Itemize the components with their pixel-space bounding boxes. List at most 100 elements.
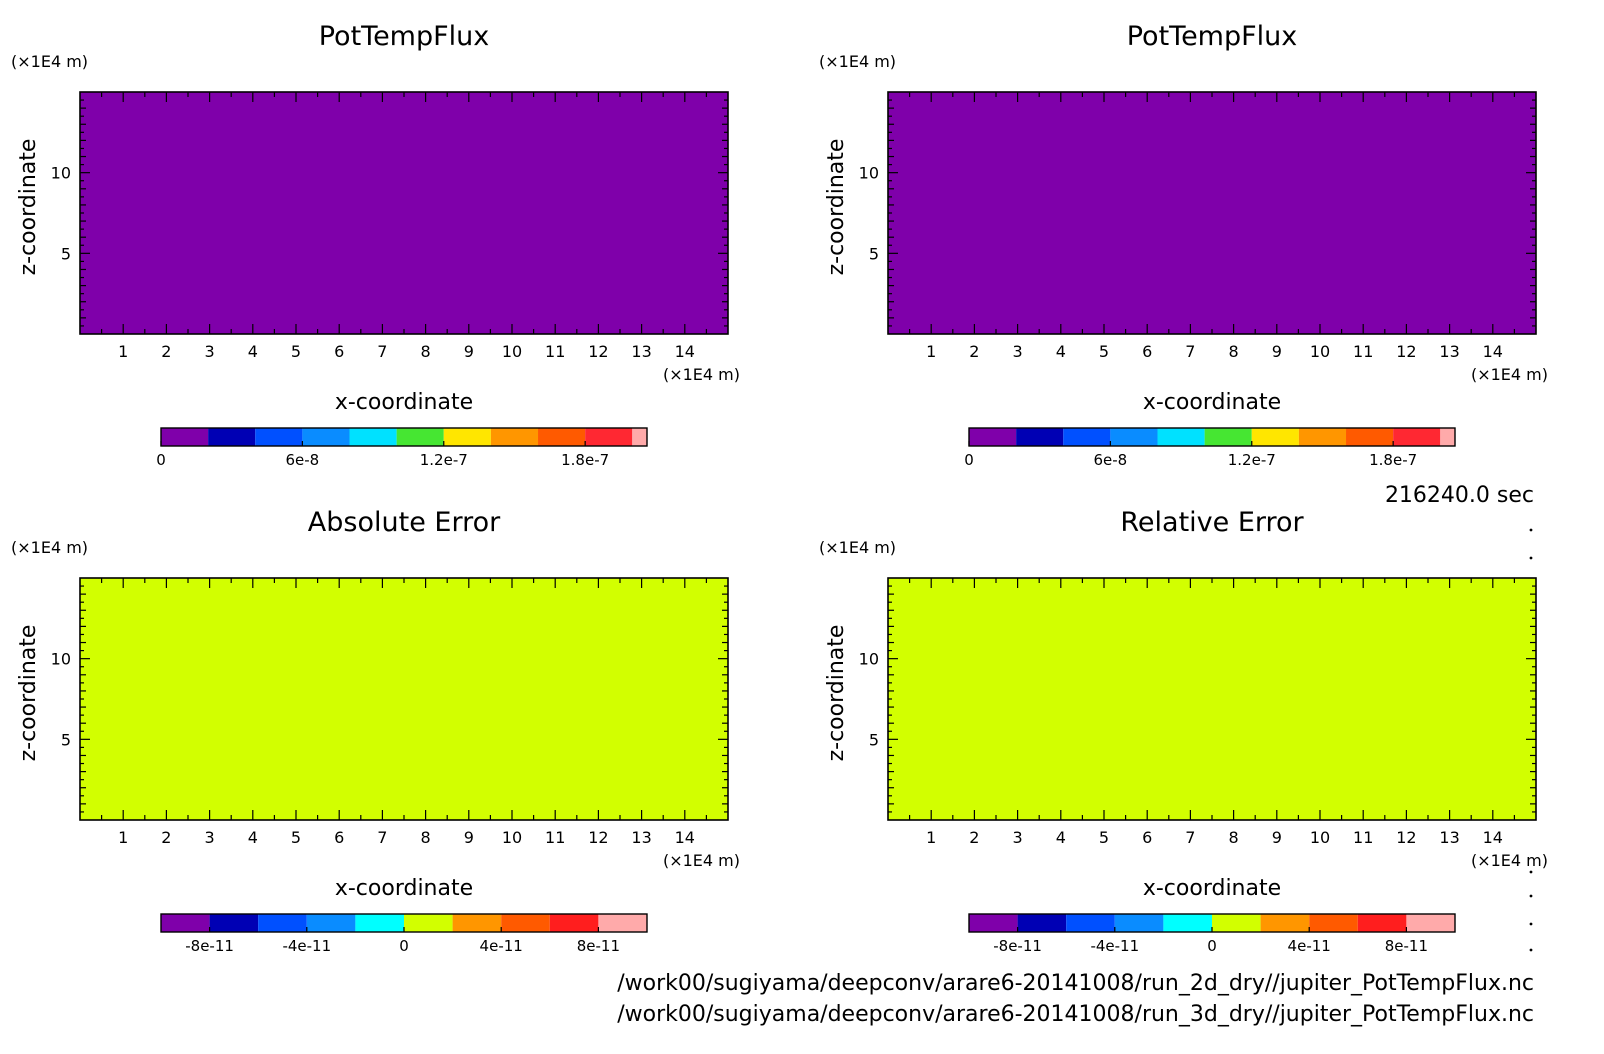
heatmap-field (888, 578, 1536, 820)
y-axis-label: z-coordinate (16, 139, 41, 276)
y-tick-label: 10 (51, 650, 71, 669)
y-axis-unit: (×1E4 m) (819, 538, 896, 557)
x-tick-label: 9 (464, 342, 474, 361)
colorbar-bin (1017, 914, 1067, 932)
y-tick-label: 5 (61, 244, 71, 263)
colorbar-tick-label: -4e-11 (1090, 937, 1139, 955)
colorbar-tick-label: 4e-11 (1288, 937, 1331, 955)
y-tick-label: 5 (869, 730, 879, 749)
file-path: /work00/sugiyama/deepconv/arare6-2014100… (617, 971, 1534, 996)
x-tick-label: 7 (377, 828, 387, 847)
x-axis-label: x-coordinate (335, 876, 473, 901)
colorbar-bin (1357, 914, 1407, 932)
colorbar-bin (1406, 914, 1455, 932)
colorbar: -8e-11 -4e-11 0 4e-11 8e-11 (968, 913, 1456, 955)
x-tick-label: 14 (1483, 828, 1503, 847)
x-tick-label: 5 (291, 342, 301, 361)
colorbar-tick-label: 1.2e-7 (1228, 451, 1276, 469)
x-tick-label: 5 (1099, 828, 1109, 847)
x-tick-label: 10 (1310, 342, 1330, 361)
x-tick-label: 8 (421, 828, 431, 847)
margin-dot (1529, 870, 1533, 874)
colorbar-bin (969, 914, 1018, 932)
colorbar-bin (1346, 428, 1394, 446)
x-axis-label: x-coordinate (1143, 876, 1281, 901)
heatmap-field (888, 92, 1536, 334)
colorbar-bin (443, 428, 491, 446)
y-axis-label: z-coordinate (824, 139, 849, 276)
colorbar-frame (968, 427, 1456, 447)
x-tick-label: 11 (1353, 828, 1373, 847)
x-tick-label: 12 (1396, 342, 1416, 361)
x-tick-label: 6 (334, 342, 344, 361)
x-tick-label: 3 (1013, 342, 1023, 361)
colorbar-bin (1212, 914, 1261, 932)
colorbar-bin (1204, 428, 1252, 446)
colorbar-bin (1393, 428, 1441, 446)
margin-dot (1529, 556, 1533, 560)
y-tick-label: 5 (61, 730, 71, 749)
x-tick-label: 4 (248, 342, 258, 361)
x-tick-label: 10 (1310, 828, 1330, 847)
colorbar-tick-label: 0 (1207, 937, 1217, 955)
x-tick-label: 4 (248, 828, 258, 847)
y-tick-label: 10 (51, 164, 71, 183)
y-axis-unit: (×1E4 m) (11, 538, 88, 557)
colorbar-tick-label: -8e-11 (185, 937, 234, 955)
colorbar-bin (1298, 428, 1347, 446)
x-axis-unit: (×1E4 m) (1471, 365, 1548, 384)
colorbar-bin (1063, 428, 1111, 446)
x-tick-label: 12 (588, 828, 608, 847)
colorbar-tick-label: 0 (964, 451, 974, 469)
x-tick-label: 7 (1185, 342, 1195, 361)
colorbar-bin (1251, 428, 1299, 446)
y-axis-label: z-coordinate (824, 625, 849, 762)
x-tick-label: 3 (1013, 828, 1023, 847)
x-tick-label: 3 (205, 828, 215, 847)
x-tick-label: 10 (502, 828, 522, 847)
x-tick-label: 8 (1229, 828, 1239, 847)
chart-title: PotTempFlux (1127, 21, 1298, 52)
y-tick-label: 5 (869, 244, 879, 263)
colorbar-bin (161, 914, 210, 932)
colorbar-tick-label: -4e-11 (282, 937, 331, 955)
y-tick-label: 10 (859, 650, 879, 669)
x-axis-unit: (×1E4 m) (663, 851, 740, 870)
colorbar-bin (632, 428, 647, 446)
colorbar-bin (1110, 428, 1158, 446)
x-tick-label: 6 (334, 828, 344, 847)
x-tick-label: 1 (118, 342, 128, 361)
colorbar-bin (302, 428, 350, 446)
file-path: /work00/sugiyama/deepconv/arare6-2014100… (617, 1002, 1534, 1027)
x-tick-label: 14 (1483, 342, 1503, 361)
heatmap-field (80, 578, 728, 820)
colorbar-bin (1066, 914, 1115, 932)
colorbar-tick-label: 0 (156, 451, 166, 469)
margin-dot (1529, 528, 1533, 532)
colorbar-tick-label: 4e-11 (480, 937, 523, 955)
x-tick-label: 1 (926, 828, 936, 847)
x-axis-label: x-coordinate (1143, 390, 1281, 415)
x-tick-label: 13 (631, 828, 651, 847)
colorbar-bin (355, 914, 404, 932)
colorbar-tick-label: 6e-8 (286, 451, 320, 469)
colorbar-tick-label: 1.8e-7 (1369, 451, 1417, 469)
colorbar-bin (1114, 914, 1164, 932)
colorbar-bin (1016, 428, 1064, 446)
colorbar-frame (160, 427, 648, 447)
colorbar-tick-label: 1.2e-7 (420, 451, 468, 469)
colorbar-bin (452, 914, 502, 932)
time-label: 216240.0 sec (1385, 483, 1534, 508)
colorbar-bin (969, 428, 1017, 446)
heatmap-field (80, 92, 728, 334)
x-tick-label: 6 (1142, 828, 1152, 847)
colorbar-bin (490, 428, 539, 446)
y-axis-unit: (×1E4 m) (11, 52, 88, 71)
x-tick-label: 1 (926, 342, 936, 361)
x-tick-label: 6 (1142, 342, 1152, 361)
colorbar-bin (258, 914, 307, 932)
